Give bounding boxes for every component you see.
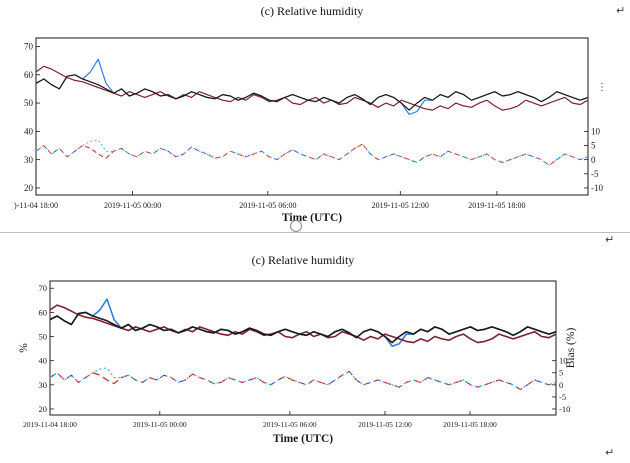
x-tick-label: 2019-11-05 00:00	[133, 420, 187, 429]
x-tick-label: 2019-11-04 18:00	[23, 420, 77, 429]
x-tick-label: )-11-04 18:00	[14, 201, 58, 210]
y-left-tick-label: 60	[39, 307, 48, 317]
y-left-tick-label: 30	[39, 380, 48, 390]
y-right-tick-label: 0	[559, 380, 563, 390]
y-right-tick-label: -5	[559, 392, 566, 402]
series-bias-red-dashed	[49, 370, 557, 391]
y-left-tick-label: 40	[39, 356, 48, 366]
series-obs-black-solid	[35, 74, 589, 111]
section-divider	[0, 232, 630, 233]
series-bias-red-dashed	[35, 143, 589, 166]
paragraph-mark: ↵	[605, 233, 615, 246]
y-right-axis-title-clipped: ⋮	[597, 82, 607, 93]
x-tick-label: 2019-11-05 12:00	[358, 420, 412, 429]
chart-title-bottom: (c) Relative humidity	[251, 253, 355, 267]
plot-border	[35, 37, 589, 196]
x-tick-label: 2019-11-05 18:00	[468, 201, 525, 210]
series-model-blue-solid	[49, 298, 557, 347]
series-model-blue-solid	[35, 58, 589, 116]
y-left-tick-label: 70	[24, 42, 34, 52]
paragraph-mark: ↵	[605, 446, 615, 459]
x-tick-label: 2019-11-05 06:00	[263, 420, 317, 429]
y-right-axis-title: Bias (%)	[565, 328, 577, 369]
x-tick-label: 2019-11-05 00:00	[104, 201, 161, 210]
image-resize-handle[interactable]	[290, 220, 302, 232]
y-right-tick-label: 10	[591, 127, 601, 137]
series-model-maroon-solid	[35, 65, 589, 111]
x-tick-label: 2019-11-05 12:00	[372, 201, 429, 210]
y-right-tick-label: -5	[591, 169, 599, 179]
series-bias-blue-dotted	[49, 367, 557, 391]
y-right-tick-label: 5	[559, 368, 563, 378]
y-right-tick-label: -10	[559, 404, 570, 414]
y-right-tick-label: 10	[559, 356, 568, 366]
y-right-tick-label: -10	[591, 183, 603, 193]
paragraph-mark: ↵	[616, 4, 626, 17]
y-right-tick-label: 5	[591, 141, 596, 151]
y-left-tick-label: 40	[24, 127, 34, 137]
y-right-tick-label: 0	[591, 155, 596, 165]
x-tick-label: 2019-11-05 18:00	[443, 420, 497, 429]
x-tick-label: 2019-11-05 06:00	[239, 201, 296, 210]
y-left-axis-title: %	[18, 343, 30, 353]
y-left-tick-label: 70	[39, 283, 48, 293]
plot-border	[49, 280, 557, 416]
y-left-tick-label: 20	[24, 183, 34, 193]
series-model-maroon-solid	[49, 304, 557, 344]
y-left-tick-label: 20	[39, 404, 48, 414]
series-bias-blue-dotted	[35, 139, 589, 166]
y-left-tick-label: 60	[24, 70, 34, 80]
y-left-tick-label: 30	[24, 155, 34, 165]
y-left-tick-label: 50	[24, 98, 34, 108]
x-axis-title: Time (UTC)	[273, 433, 333, 445]
y-left-tick-label: 50	[39, 332, 48, 342]
chart-title-top: (c) Relative humidity	[260, 4, 364, 18]
series-obs-black-solid	[49, 311, 557, 344]
